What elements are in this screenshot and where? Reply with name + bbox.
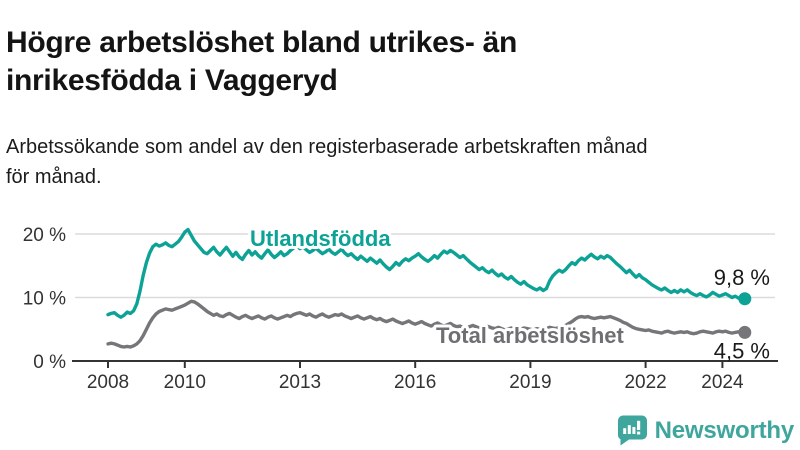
axes <box>72 360 778 368</box>
x-tick-label: 2024 <box>701 372 744 393</box>
series-end-value-total-arbetsloshet: 4,5 % <box>714 338 770 363</box>
newsworthy-logo: Newsworthy <box>617 415 794 446</box>
x-tick-label: 2010 <box>164 372 206 393</box>
series-line-utlandsfodda <box>106 227 747 319</box>
series-line-total-arbetsloshet <box>106 299 747 349</box>
exclamation-stem <box>636 420 640 430</box>
chart-title: Högre arbetslöshet bland utrikes- än inr… <box>6 26 517 98</box>
bar-1 <box>622 428 626 434</box>
y-tick-label: 0 % <box>33 352 66 373</box>
x-tick-label: 2019 <box>509 372 551 393</box>
exclamation-dot <box>636 431 640 435</box>
series-end-dot-total-arbetsloshet <box>738 325 752 339</box>
series-end-value-utlandsfodda: 9,8 % <box>714 265 770 290</box>
newsworthy-logo-icon <box>617 415 647 446</box>
chart-labels: 0 % 10 % 20 % 2008 2010 2013 2016 2019 2022 2024 U… <box>23 223 770 393</box>
bar-3 <box>632 427 636 434</box>
gridlines <box>75 233 775 299</box>
series-name-label-utlandsfodda: Utlandsfödda <box>250 226 391 251</box>
series-name-label-total-arbetsloshet: Total arbetslöshet <box>436 323 625 348</box>
series-end-dot-utlandsfodda <box>738 292 752 306</box>
x-tick-label: 2013 <box>279 372 321 393</box>
bar-2 <box>627 425 631 434</box>
newsworthy-logo-text: Newsworthy <box>654 416 795 444</box>
x-tick-label: 2008 <box>87 372 129 393</box>
y-tick-label: 10 % <box>23 289 66 310</box>
x-tick-label: 2022 <box>624 372 666 393</box>
x-tick-label: 2016 <box>394 372 436 393</box>
y-tick-label: 20 % <box>23 225 66 246</box>
chart-subtitle: Arbetssökande som andel av den registerb… <box>6 136 648 188</box>
data-series <box>106 227 752 349</box>
